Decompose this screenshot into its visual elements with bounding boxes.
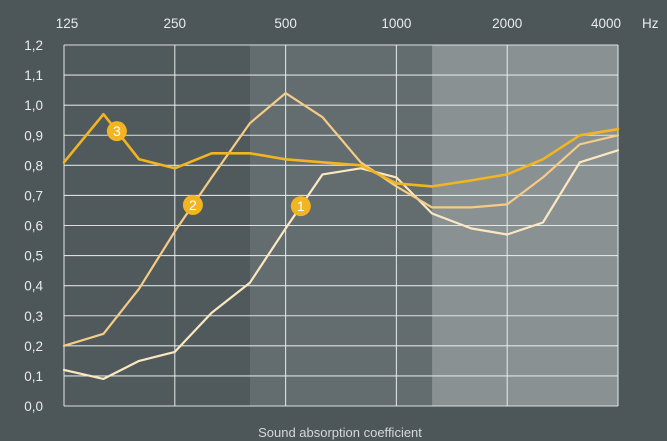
x-tick-label: 125 <box>56 16 79 31</box>
y-tick-label: 0,7 <box>24 188 43 203</box>
y-tick-label: 1,0 <box>24 98 43 113</box>
y-tick-label: 0,3 <box>24 309 43 324</box>
x-tick-label: 4000 <box>591 16 621 31</box>
x-axis-label: Sound absorption coefficient <box>258 425 422 440</box>
series-marker-3 <box>106 121 127 142</box>
x-tick-label: 1000 <box>381 16 411 31</box>
series-line-1 <box>62 149 620 380</box>
x-tick-labels: 125 250 500 1000 2000 4000 <box>56 16 621 31</box>
x-tick-label: 250 <box>164 16 187 31</box>
y-tick-label: 0,4 <box>24 279 43 294</box>
series-marker-2 <box>182 194 203 215</box>
y-tick-label: 0,8 <box>24 158 43 173</box>
series-marker-label: 1 <box>297 198 305 214</box>
y-tick-label: 0,6 <box>24 219 43 234</box>
series-marker-1 <box>290 196 311 217</box>
series-marker-label: 2 <box>189 197 197 213</box>
y-tick-label: 0,0 <box>24 399 43 414</box>
x-unit-label: Hz <box>642 16 659 31</box>
y-tick-label: 0,1 <box>24 369 43 384</box>
x-tick-label: 2000 <box>492 16 522 31</box>
y-tick-label: 0,5 <box>24 249 43 264</box>
y-tick-label: 1,1 <box>24 68 43 83</box>
y-tick-label: 0,2 <box>24 339 43 354</box>
x-tick-label: 500 <box>274 16 297 31</box>
y-tick-label: 1,2 <box>24 38 43 53</box>
y-tick-label: 0,9 <box>24 128 43 143</box>
series-marker-label: 3 <box>113 123 121 139</box>
grid-lines <box>63 44 619 407</box>
series-line-3 <box>62 112 620 188</box>
series-lines <box>62 91 620 380</box>
series-line-2 <box>62 91 620 347</box>
series-markers: 1 2 3 <box>106 121 311 217</box>
y-tick-labels: 0,0 0,1 0,2 0,3 0,4 0,5 0,6 0,7 0,8 0,9 1,0 1,1 1,2 <box>24 38 43 414</box>
